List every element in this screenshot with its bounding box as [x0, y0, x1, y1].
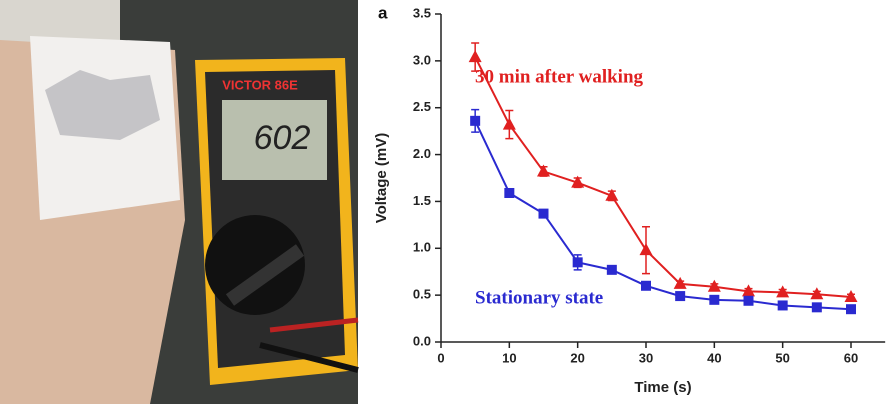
marker [468, 50, 482, 63]
marker [605, 188, 619, 201]
x-tick-label: 50 [775, 350, 789, 365]
marker [504, 187, 515, 198]
marker [538, 208, 549, 219]
marker [673, 276, 687, 289]
y-tick-label: 3.5 [413, 5, 431, 20]
y-tick-label: 3.0 [413, 52, 431, 67]
series-label: Stationary state [475, 287, 603, 308]
marker [709, 294, 720, 305]
marker [606, 264, 617, 275]
marker [844, 290, 858, 303]
dial [205, 215, 305, 315]
series-line [474, 120, 852, 311]
series-line [474, 56, 852, 299]
x-tick-label: 40 [707, 350, 721, 365]
x-tick-label: 10 [502, 350, 516, 365]
series-label: 30 min after walking [475, 66, 644, 87]
marker [675, 291, 686, 302]
marker [810, 287, 824, 300]
marker [777, 300, 788, 311]
y-axis-title: Voltage (mV) [373, 133, 390, 224]
x-tick-label: 60 [844, 350, 858, 365]
multimeter-display [222, 100, 327, 180]
marker [743, 295, 754, 306]
marker [571, 175, 585, 188]
marker [707, 279, 721, 292]
marker [846, 304, 856, 315]
probe-lead [269, 317, 359, 333]
marker [639, 243, 653, 256]
x-tick-label: 0 [437, 350, 444, 365]
y-tick-label: 0.0 [413, 333, 431, 348]
marker [811, 302, 822, 313]
y-tick-label: 2.0 [413, 146, 431, 161]
y-tick-label: 1.5 [413, 193, 431, 208]
x-tick-label: 30 [639, 350, 653, 365]
panel-label: a [378, 3, 388, 22]
marker [470, 115, 481, 126]
multimeter-reading: 602 [254, 119, 311, 157]
y-tick-label: 2.5 [413, 99, 431, 114]
marker [537, 164, 550, 177]
y-tick-label: 1.0 [413, 240, 431, 255]
marker [572, 257, 583, 268]
multimeter-brand: VICTOR 86E [222, 77, 298, 92]
marker [742, 284, 755, 297]
y-tick-label: 0.5 [413, 287, 431, 302]
probe-lead [259, 342, 359, 373]
photo: VICTOR 86E 602 [0, 0, 359, 404]
x-tick-label: 20 [570, 350, 584, 365]
sensor [45, 70, 160, 140]
marker [502, 117, 516, 130]
marker [641, 280, 651, 291]
marker [776, 285, 790, 298]
dial-knob [225, 244, 305, 306]
x-axis-title: Time (s) [634, 379, 691, 396]
